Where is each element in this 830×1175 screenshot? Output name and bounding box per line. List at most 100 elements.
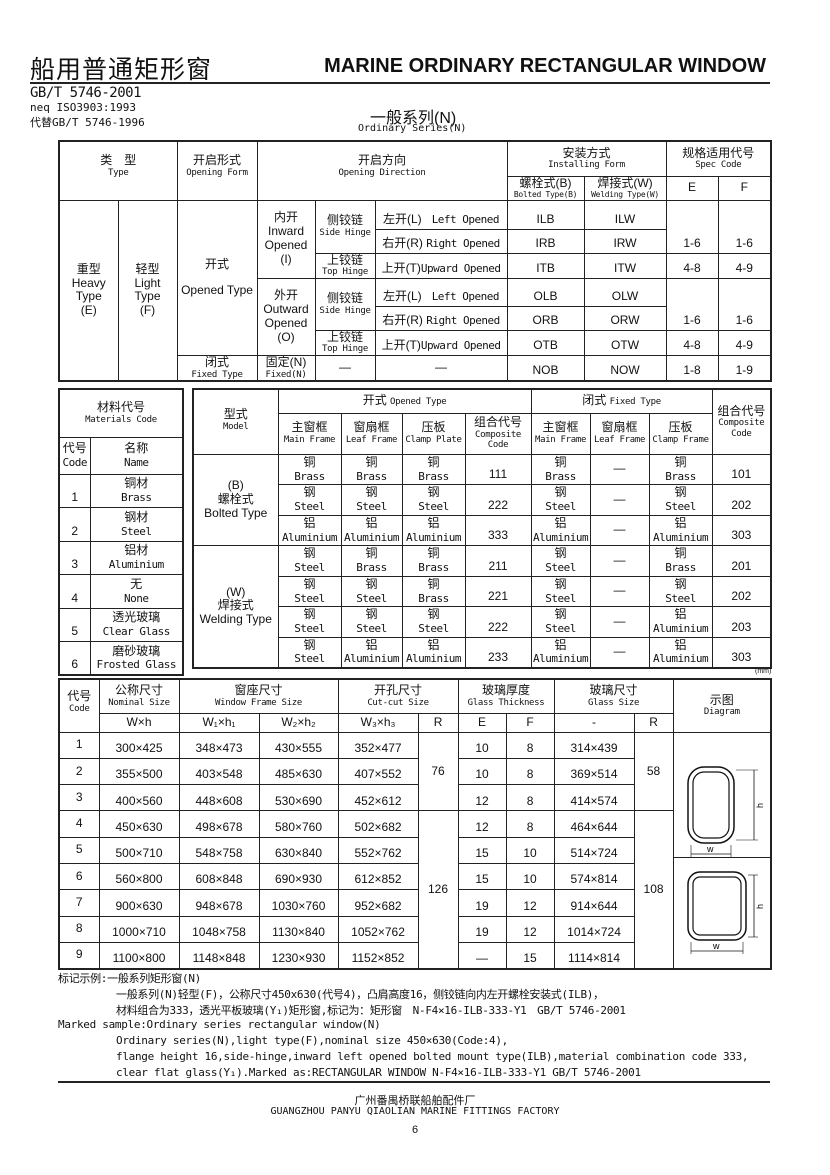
- material-code: 4: [58, 574, 91, 609]
- cell-text: 铜: [427, 546, 440, 561]
- leaf-frame-material: —: [589, 484, 650, 516]
- cell-text: 608×848: [195, 872, 243, 887]
- cell-text: 1100×800: [112, 950, 166, 965]
- cut-size: 552×762: [337, 836, 419, 864]
- frame2-size: 485×630: [258, 757, 339, 786]
- material-code: 1: [58, 473, 91, 508]
- cell-text: 铜: [365, 454, 378, 469]
- nominal-size: 500×710: [98, 836, 180, 864]
- composite-code: 202: [711, 484, 772, 516]
- clamp-frame-material: 铝 Aluminium: [648, 606, 713, 638]
- material-name: 铝材 Aluminium: [89, 540, 184, 575]
- cell-text: 514×724: [570, 846, 618, 861]
- cell-text: Aluminium: [343, 530, 400, 544]
- cell-text: —: [613, 644, 626, 659]
- cell-text: 钢: [674, 576, 687, 591]
- model-group: (B) 螺栓式 Bolted Type: [192, 453, 279, 546]
- glass-thickness-f: 8: [505, 731, 555, 759]
- welding-type-header: 焊接式(W) Welding Type(W): [583, 175, 667, 201]
- cell-text: 钢: [365, 576, 378, 591]
- composite-code-table: 型式 Model 开式 Opened Type 闭式 Fixed Type 组合代…: [192, 388, 773, 669]
- e-header: E: [457, 712, 507, 733]
- cell-text: 1052×762: [351, 925, 405, 940]
- cell-text: Brass: [120, 491, 152, 505]
- cell-text: 8: [526, 741, 534, 755]
- cell-text: 1152×852: [351, 950, 405, 965]
- cell-text: 221: [488, 589, 509, 604]
- cell-text: Aluminium: [343, 652, 400, 666]
- spec-e-header: E: [665, 175, 719, 201]
- cell-text: Steel: [356, 622, 387, 636]
- cell-text: 1048×758: [192, 925, 246, 940]
- standard-number: GB/T 5746-2001: [30, 85, 142, 101]
- inward-opened: 内开 Inward Opened (I): [256, 199, 316, 279]
- composite-code: 333: [464, 514, 532, 546]
- cell-text: 612×852: [354, 872, 402, 887]
- cell-text: 58: [646, 763, 661, 778]
- materials-code-table: 材料代号 Materials Code 代号 Code 名称 Name 1 铜材 Bras…: [58, 388, 185, 676]
- series-title-english: Ordinary Series(N): [358, 123, 467, 134]
- cell-text: 355×500: [115, 767, 163, 782]
- cell-text: —: [613, 613, 626, 628]
- welding-code: ORW: [583, 305, 667, 331]
- material-name: 钢材 Steel: [89, 507, 184, 542]
- cell-text: 108: [643, 881, 664, 896]
- code: 1: [58, 731, 100, 759]
- cell-text: 314×439: [570, 741, 618, 755]
- cut-r-header: R: [417, 712, 459, 733]
- cell-text: 1014×724: [567, 925, 621, 940]
- cell-text: (B): [227, 478, 244, 493]
- glass-thickness-e: 19: [457, 889, 507, 917]
- cell-text: 铜: [365, 546, 378, 561]
- composite-code: 201: [711, 545, 772, 577]
- composite-row: 钢 Steel 钢 Steel 钢 Steel 222 钢 Steel — 钢 Steel 202: [193, 484, 772, 516]
- cell-text: 7: [75, 895, 83, 910]
- replaced-standard: 代替GB/T 5746-1996: [30, 116, 145, 129]
- cell-text: Bolted Type: [204, 505, 268, 520]
- nominal-size-header: 公称尺寸 Nominal Size: [98, 678, 180, 714]
- cell-text: 钢: [365, 485, 378, 500]
- glass-size: 514×724: [553, 836, 635, 864]
- clamp-plate-material: 铜 Brass: [401, 453, 466, 485]
- glass-r-header: R: [633, 712, 674, 733]
- composite-code-header: 组合代号 Composite Code: [464, 412, 532, 455]
- fixed-type: 闭式 Fixed Type: [176, 354, 258, 382]
- cell-text: 574×814: [570, 872, 618, 887]
- welding-code: OTW: [583, 329, 667, 356]
- cell-text: 磨砂玻璃: [112, 643, 161, 658]
- cell-text: Steel: [356, 500, 387, 514]
- glass-thickness-f: 15: [505, 941, 555, 970]
- size-row: 9 1100×800 1148×848 1230×930 1152×852 — 15 1114…: [58, 941, 771, 970]
- cell-text: —: [476, 950, 489, 965]
- welding-code: IRW: [583, 228, 667, 254]
- frame2-size: 1230×930: [258, 941, 339, 970]
- cell-text: —: [613, 552, 626, 567]
- composite-code: 303: [711, 514, 772, 546]
- main-frame-material: 钢 Steel: [530, 606, 591, 638]
- fixed-type-header: 闭式 Fixed Type: [530, 388, 713, 414]
- opened-type: 开式 Opened Type: [176, 199, 258, 356]
- cell-text: 铝: [427, 515, 440, 530]
- cell-text: 1114×814: [568, 950, 620, 965]
- cell-text: 10: [523, 872, 537, 887]
- cell-text: 15: [475, 872, 489, 887]
- leaf-frame-material: —: [589, 545, 650, 577]
- cell-text: 钢: [674, 485, 687, 500]
- bolted-code: ORB: [506, 305, 585, 331]
- main-frame-header: 主窗框 Main Frame: [530, 412, 591, 455]
- main-frame-header: 主窗框 Main Frame: [277, 412, 342, 455]
- cell-text: Brass: [418, 469, 449, 483]
- cell-text: 222: [488, 619, 509, 634]
- main-frame-material: 钢 Steel: [530, 575, 591, 607]
- spec-e: 1-6: [665, 277, 719, 331]
- top-hinge: 上铰链 Top Hinge: [314, 252, 376, 279]
- code: 2: [58, 757, 100, 786]
- leaf-frame-material: 铜 Brass: [340, 545, 403, 577]
- cell-text: 1130×840: [272, 925, 325, 940]
- cut-size: 502×682: [337, 810, 419, 838]
- glass-thickness-e: 12: [457, 810, 507, 838]
- cell-text: 钢: [554, 546, 567, 561]
- nominal-size: 450×630: [98, 810, 180, 838]
- cell-text: 铝: [554, 637, 567, 652]
- composite-code: 303: [711, 636, 772, 668]
